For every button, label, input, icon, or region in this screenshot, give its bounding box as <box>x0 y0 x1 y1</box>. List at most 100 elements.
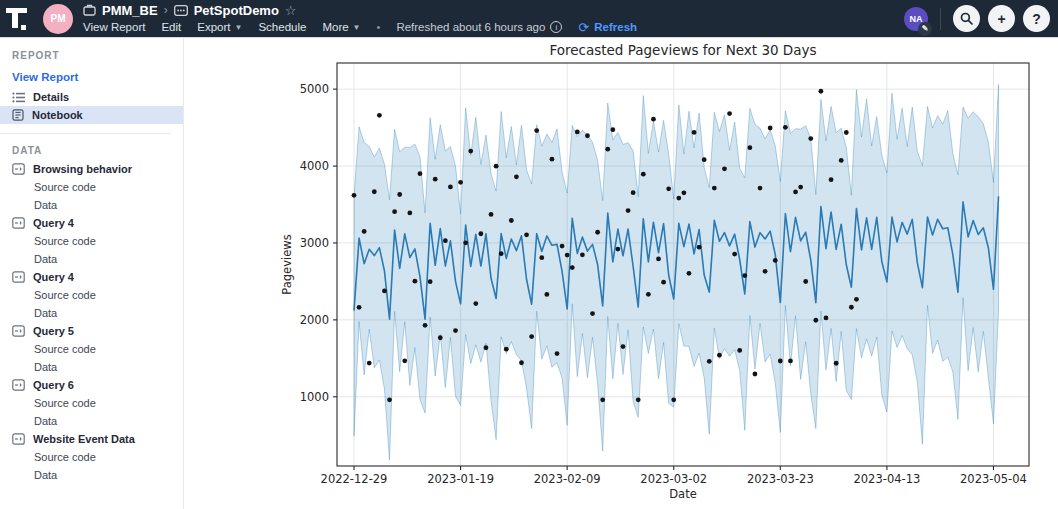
data-subitem-data[interactable]: Data <box>0 412 183 430</box>
data-item-query-4[interactable]: Query 4 <box>0 268 183 286</box>
refreshed-status: Refreshed about 6 hours ago i <box>396 21 562 33</box>
observed-point <box>555 351 560 356</box>
sidebar-item-notebook[interactable]: Notebook <box>0 106 183 124</box>
observed-point <box>352 193 357 198</box>
breadcrumb-workspace[interactable]: PMM_BE <box>102 3 158 18</box>
observed-point <box>433 177 438 182</box>
data-subitem-data[interactable]: Data <box>0 304 183 322</box>
refresh-button[interactable]: ⟳ Refresh <box>578 20 637 35</box>
data-subitem-source-code[interactable]: Source code <box>0 340 183 358</box>
sidebar-item-label: Details <box>33 91 69 103</box>
data-item-query-6[interactable]: Query 6 <box>0 376 183 394</box>
menu-item-schedule[interactable]: Schedule <box>258 21 306 33</box>
y-tick-label: 5000 <box>300 82 329 96</box>
observed-point <box>742 273 747 278</box>
observed-point <box>595 230 600 235</box>
observed-point <box>478 231 483 236</box>
data-subitem-source-code[interactable]: Source code <box>0 232 183 250</box>
observed-point <box>473 301 478 306</box>
observed-point <box>443 238 448 243</box>
help-button[interactable]: ? <box>1023 5 1050 32</box>
data-item-query-5[interactable]: Query 5 <box>0 322 183 340</box>
observed-point <box>560 244 565 249</box>
data-subitem-data[interactable]: Data <box>0 250 183 268</box>
question-icon: ? <box>1032 11 1041 27</box>
observed-point <box>661 280 666 285</box>
refresh-icon: ⟳ <box>578 20 589 35</box>
observed-point <box>397 192 402 197</box>
menu-dot-separator: • <box>377 21 381 33</box>
user-avatar[interactable]: NA ✎ <box>904 7 928 31</box>
report-menu-bar: View Report Edit Export▼ Schedule More▼ • Re… <box>83 20 637 35</box>
query-icon <box>12 325 25 337</box>
observed-point <box>519 360 524 365</box>
data-subitem-source-code[interactable]: Source code <box>0 286 183 304</box>
observed-point <box>489 212 494 217</box>
menu-item-view-report[interactable]: View Report <box>83 21 145 33</box>
breadcrumb-report-title[interactable]: PetSpotDemo <box>194 3 279 18</box>
observed-point <box>788 359 793 364</box>
observed-point <box>382 288 387 293</box>
observed-point <box>763 269 768 274</box>
menu-item-more[interactable]: More▼ <box>322 21 360 33</box>
observed-point <box>626 208 631 213</box>
observed-point <box>504 347 509 352</box>
x-tick-label: 2023-04-13 <box>853 472 920 486</box>
observed-point <box>514 174 519 179</box>
star-icon[interactable]: ☆ <box>285 3 297 18</box>
breadcrumb-separator: › <box>164 3 168 17</box>
observed-point <box>854 297 859 302</box>
observed-point <box>747 145 752 150</box>
y-tick-label: 3000 <box>300 236 329 250</box>
data-subitem-data[interactable]: Data <box>0 466 183 484</box>
observed-point <box>778 359 783 364</box>
x-tick-label: 2023-03-23 <box>747 472 814 486</box>
search-button[interactable] <box>953 5 980 32</box>
add-button[interactable]: + <box>988 5 1015 32</box>
data-item-browsing-behavior[interactable]: Browsing behavior <box>0 160 183 178</box>
chart-title: Forecasted Pageviews for Next 30 Days <box>549 42 816 58</box>
sidebar: REPORT View Report DetailsNotebook DATA … <box>0 38 184 509</box>
app-logo[interactable] <box>0 0 34 38</box>
observed-point <box>798 185 803 190</box>
forecast-chart: 100020003000400050002022-12-292023-01-19… <box>185 38 1058 509</box>
x-axis-label: Date <box>669 487 697 501</box>
data-item-query-4[interactable]: Query 4 <box>0 214 183 232</box>
observed-point <box>808 136 813 141</box>
observed-point <box>590 311 595 316</box>
data-subitem-data[interactable]: Data <box>0 196 183 214</box>
observed-point <box>641 172 646 177</box>
observed-point <box>575 130 580 135</box>
x-tick-label: 2023-02-09 <box>534 472 601 486</box>
menu-item-edit[interactable]: Edit <box>161 21 181 33</box>
info-icon[interactable]: i <box>550 21 562 33</box>
data-subitem-data[interactable]: Data <box>0 358 183 376</box>
observed-point <box>600 397 605 402</box>
notebook-output-area: 100020003000400050002022-12-292023-01-19… <box>185 38 1058 509</box>
observed-point <box>585 133 590 138</box>
observed-point <box>651 117 656 122</box>
observed-point <box>783 125 788 130</box>
top-nav: PM PMM_BE › PetSpotDemo ☆ View Report Edi… <box>0 0 1058 38</box>
sidebar-divider <box>0 133 171 134</box>
workspace-avatar[interactable]: PM <box>43 4 73 34</box>
chevron-down-icon: ▼ <box>235 23 243 32</box>
observed-point <box>539 255 544 260</box>
observed-point <box>402 358 407 363</box>
data-item-website-event-data[interactable]: Website Event Data <box>0 430 183 448</box>
pencil-badge-icon: ✎ <box>918 22 932 36</box>
chevron-down-icon: ▼ <box>353 23 361 32</box>
observed-point <box>844 130 849 135</box>
data-subitem-source-code[interactable]: Source code <box>0 448 183 466</box>
menu-item-export[interactable]: Export▼ <box>197 21 242 33</box>
sidebar-item-details[interactable]: Details <box>0 88 183 106</box>
observed-point <box>458 180 463 185</box>
logo-icon <box>5 8 29 30</box>
data-subitem-source-code[interactable]: Source code <box>0 178 183 196</box>
observed-point <box>621 344 626 349</box>
data-subitem-source-code[interactable]: Source code <box>0 394 183 412</box>
observed-point <box>813 318 818 323</box>
observed-point <box>413 279 418 284</box>
sidebar-view-report-link[interactable]: View Report <box>0 65 183 88</box>
query-icon <box>12 433 25 445</box>
